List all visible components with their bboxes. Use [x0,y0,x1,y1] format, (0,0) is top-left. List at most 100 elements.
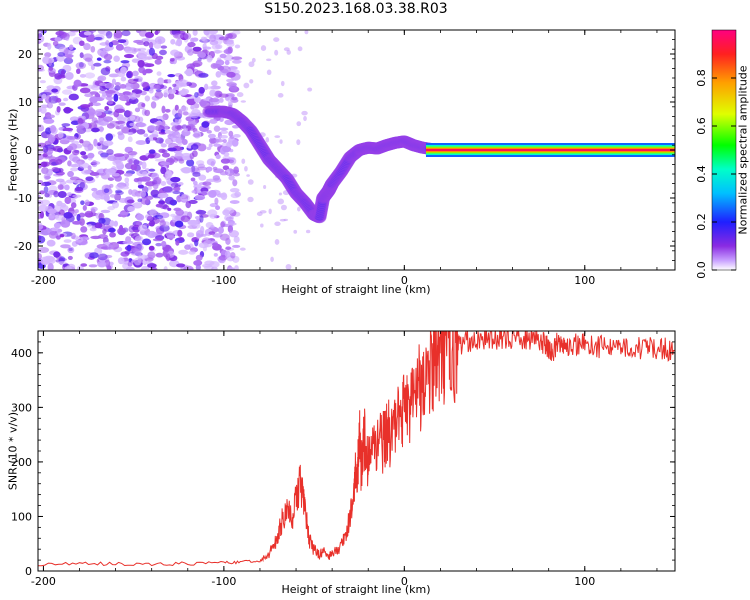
noise-blob [55,97,62,103]
noise-blob [140,197,150,205]
snr-y-tick-label: 300 [11,401,32,414]
noise-blob [168,92,175,100]
noise-blob [38,252,43,260]
noise-blob [208,30,219,35]
noise-blob [57,191,67,199]
noise-blob [103,53,113,61]
noise-blob [155,203,163,208]
noise-blob [230,251,236,259]
noise-blob [154,91,164,99]
noise-blob [114,174,122,182]
noise-blob [274,135,281,138]
noise-blob [218,254,228,261]
noise-blob [241,158,246,164]
noise-blob [148,168,156,172]
noise-blob [109,183,114,188]
noise-blob [47,263,54,270]
noise-blob [53,251,61,258]
noise-blob [105,31,113,39]
noise-blob [178,236,185,241]
noise-blob [212,175,221,181]
noise-blob [51,88,59,93]
noise-blob [43,161,50,167]
noise-blob [153,183,159,190]
noise-blob [232,172,240,177]
noise-blob [65,179,75,184]
noise-blob [96,244,108,249]
noise-blob [114,193,122,201]
noise-blob [137,184,144,189]
noise-blob [192,46,202,52]
noise-blob [94,110,102,116]
noise-blob [207,133,216,139]
noise-blob [178,249,189,255]
noise-blob [46,102,54,109]
noise-blob [84,57,93,63]
noise-blob [220,158,231,164]
noise-blob [148,219,155,227]
noise-blob [54,37,62,42]
noise-blob [209,260,220,268]
noise-blob [67,191,72,196]
noise-blob [120,186,130,190]
noise-blob [198,242,209,249]
noise-blob [60,244,71,249]
noise-blob [103,110,113,115]
noise-blob [193,260,203,266]
noise-blob [219,134,228,139]
noise-blob [165,137,174,145]
snr-line [38,331,675,567]
noise-blob [148,149,156,154]
noise-blob [142,171,151,176]
noise-blob [186,98,197,106]
noise-blob [280,204,287,211]
noise-blob [297,206,301,212]
noise-blob [233,236,240,243]
noise-blob [195,210,207,215]
noise-blob [125,110,133,116]
noise-blob [81,115,86,120]
noise-blob [192,133,201,138]
noise-blob [38,179,43,184]
noise-blob [124,47,135,54]
noise-blob [136,128,146,135]
noise-blob [127,78,138,84]
noise-blob [226,41,235,48]
noise-blob [159,220,166,227]
noise-blob [48,134,56,143]
noise-blob [232,30,241,35]
noise-blob [161,240,167,248]
noise-blob [63,106,72,114]
noise-blob [213,50,223,54]
noise-blob [113,93,119,102]
noise-blob [80,200,85,206]
noise-blob [206,146,212,151]
snr-x-axis-label: Height of straight line (km) [281,583,431,596]
noise-blob [68,93,79,101]
noise-blob [38,223,44,231]
noise-blob [229,187,240,193]
noise-blob [46,239,56,247]
noise-blob [106,148,114,156]
noise-blob [173,33,184,39]
noise-blob [152,136,158,141]
noise-blob [131,70,139,77]
noise-blob [274,49,279,56]
noise-blob [153,121,165,126]
noise-blob [57,261,67,265]
noise-blob [157,77,165,85]
noise-blob [164,196,175,205]
noise-blob [38,204,48,213]
noise-blob [194,96,201,104]
noise-blob [45,114,56,119]
noise-blob [207,209,218,218]
noise-blob [273,37,280,42]
noise-blob [91,127,100,133]
noise-blob [137,59,145,68]
noise-blob [124,177,130,184]
noise-blob [127,131,134,136]
noise-blob [121,126,131,134]
noise-blob [148,41,154,50]
noise-blob [102,228,107,235]
noise-blob [210,225,215,229]
